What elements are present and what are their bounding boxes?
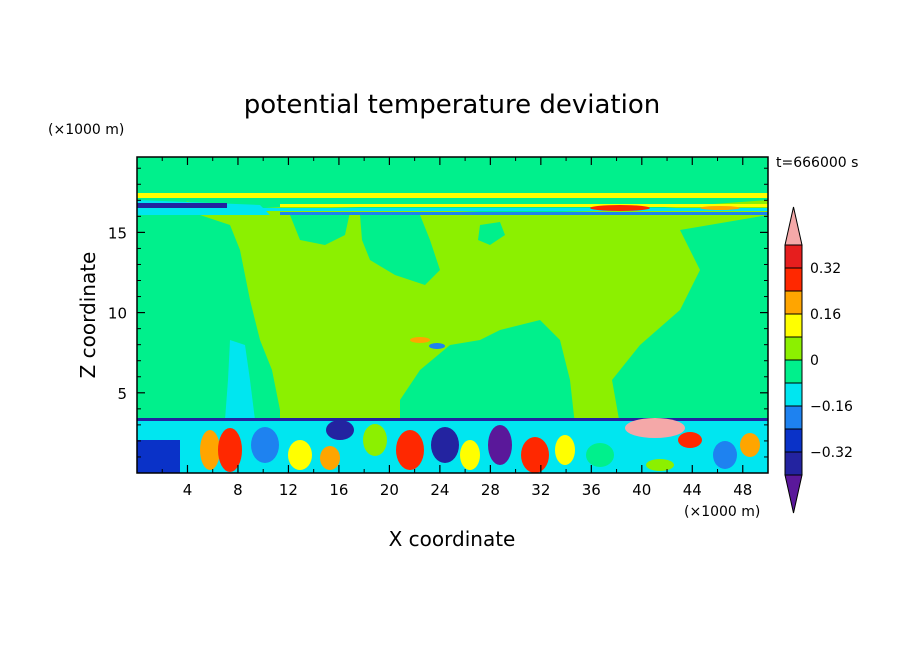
colorbar-box: [784, 244, 803, 269]
x-tick-label: 32: [531, 481, 550, 499]
x-tick-label: 48: [733, 481, 752, 499]
field-patch: [488, 425, 512, 465]
colorbar-extend-max: [784, 206, 803, 246]
field-patch: [460, 440, 480, 470]
y-axis-label: Z coordinate: [76, 252, 100, 379]
field-patch: [137, 280, 180, 425]
field-patch: [700, 206, 740, 210]
x-axis-ticks: 4 8 12 16 20 24 28 32 36 40 44 48: [161, 157, 752, 499]
x-tick-label: 8: [233, 481, 243, 499]
field-patch: [586, 443, 614, 467]
field-patch: [137, 440, 180, 473]
y-tick-label: 5: [117, 385, 127, 403]
time-label: t=666000 s: [776, 155, 858, 171]
y-axis-ticks: 5 10 15: [108, 167, 768, 458]
x-tick-label: 20: [380, 481, 399, 499]
colorbar-box: [784, 451, 803, 476]
colorbar: 0.32 0.16 0 −0.16 −0.32: [784, 206, 853, 514]
x-tick-label: 40: [632, 481, 651, 499]
x-tick-label: 24: [430, 481, 449, 499]
field-band: [137, 418, 768, 421]
field-band: [280, 212, 768, 215]
field-patch: [612, 215, 768, 425]
field-patch: [288, 440, 312, 470]
plot-frame: [136, 156, 769, 474]
field-band: [137, 203, 227, 208]
field-patch: [478, 222, 505, 245]
colorbar-label: 0.32: [810, 261, 841, 277]
field-patch: [521, 437, 549, 473]
field-patch: [429, 343, 445, 349]
field-patch: [320, 446, 340, 470]
field-patch: [410, 337, 430, 343]
colorbar-box: [784, 382, 803, 407]
field-patch: [431, 427, 459, 463]
field-patch: [326, 420, 354, 440]
colorbar-box: [784, 313, 803, 338]
x-tick-label: 12: [279, 481, 298, 499]
field-patch: [360, 215, 440, 285]
field-patch: [590, 205, 650, 211]
x-unit-label: (×1000 m): [684, 504, 760, 520]
field-patch: [396, 430, 424, 470]
colorbar-box: [784, 290, 803, 315]
field-band: [137, 193, 768, 198]
colorbar-box: [784, 267, 803, 292]
colorbar-box: [784, 428, 803, 453]
colorbar-box: [784, 405, 803, 430]
colorbar-label: 0: [810, 353, 819, 369]
field-patch: [646, 459, 674, 471]
field-patch: [225, 340, 255, 420]
x-tick-label: 4: [183, 481, 193, 499]
field-patch: [200, 430, 220, 470]
colorbar-box: [784, 359, 803, 384]
field-patch: [218, 428, 242, 472]
field-patch: [555, 435, 575, 465]
field-patch: [678, 432, 702, 448]
colorbar-extend-min: [784, 474, 803, 514]
field-band: [137, 208, 768, 211]
x-tick-label: 16: [329, 481, 348, 499]
field-patch: [713, 441, 737, 469]
field-patch: [251, 427, 279, 463]
field-patch: [363, 424, 387, 456]
x-tick-label: 28: [481, 481, 500, 499]
colorbar-label: 0.16: [810, 307, 841, 323]
plot-area: [137, 157, 768, 473]
field-band: [280, 204, 768, 207]
x-tick-label: 36: [582, 481, 601, 499]
field-patch: [290, 212, 350, 245]
x-axis-label: X coordinate: [389, 527, 516, 551]
field-patch: [137, 157, 768, 212]
y-unit-label: (×1000 m): [48, 122, 124, 138]
field-patch: [740, 433, 760, 457]
y-tick-label: 10: [108, 305, 127, 323]
field-patch: [400, 320, 575, 425]
field-patch: [625, 418, 685, 438]
chart-title: potential temperature deviation: [244, 90, 660, 120]
x-tick-label: 44: [683, 481, 702, 499]
y-tick-label: 15: [108, 224, 127, 242]
colorbar-label: −0.16: [810, 399, 853, 415]
colorbar-box: [784, 336, 803, 361]
colorbar-label: −0.32: [810, 445, 853, 461]
